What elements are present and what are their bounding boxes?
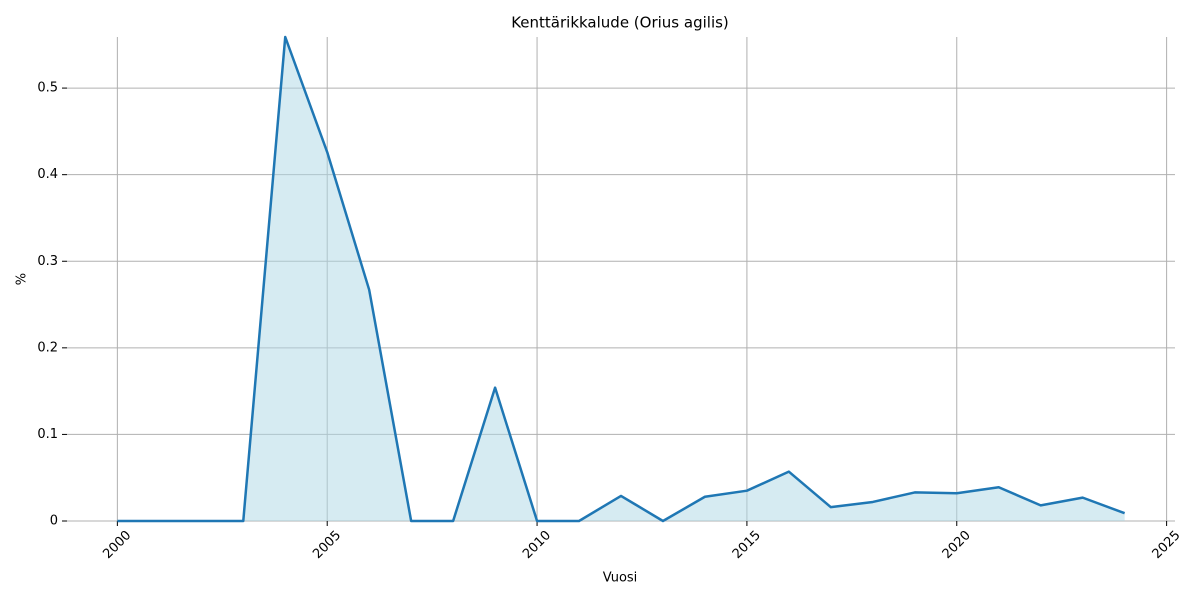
line: [117, 35, 1126, 523]
area: [117, 37, 1125, 521]
chart-title: Kenttärikkalude (Orius agilis): [511, 14, 729, 32]
y-tick-label: 0.3: [37, 254, 58, 269]
y-tick-label: 0: [50, 514, 58, 529]
x-axis-label: Vuosi: [603, 571, 638, 586]
x-tick-label: 2025: [1150, 528, 1184, 562]
x-tick-label: 2010: [520, 528, 554, 562]
y-tick-label: 0.1: [37, 427, 58, 442]
y-tick-label: 0.5: [37, 81, 58, 96]
x-tick-label: 2020: [940, 528, 974, 562]
x-tick-label: 2000: [100, 528, 134, 562]
x-tick-label: 2005: [310, 528, 344, 562]
y-tick-label: 0.4: [37, 167, 58, 182]
y-tick-label: 0.2: [37, 340, 58, 355]
x-tick-label: 2015: [730, 528, 764, 562]
y-axis-label: %: [15, 273, 30, 285]
